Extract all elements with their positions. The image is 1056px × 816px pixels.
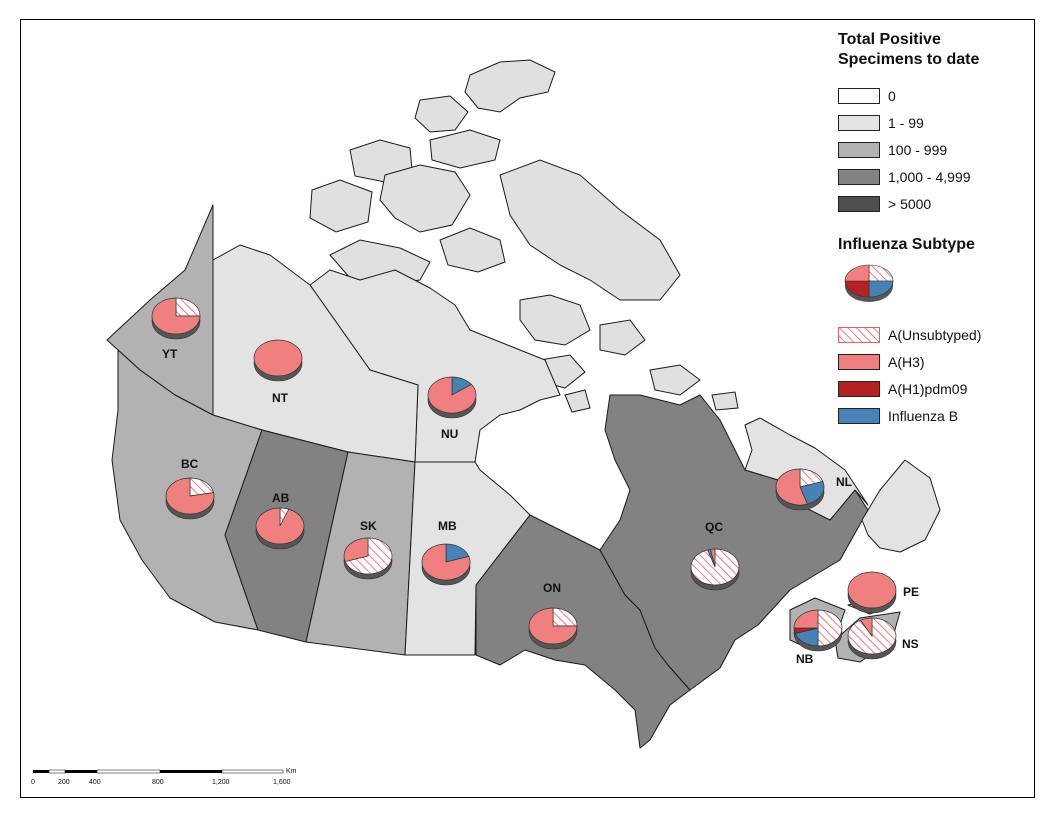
legend-class-row: 1,000 - 4,999 <box>838 168 971 186</box>
label-NU: NU <box>441 427 458 441</box>
label-PE: PE <box>903 585 919 599</box>
legend-class-label: 1 - 99 <box>888 115 924 131</box>
pie-MB <box>421 543 471 586</box>
province-QC[interactable] <box>599 394 869 691</box>
pie-ON <box>528 607 578 650</box>
label-SK: SK <box>360 519 377 533</box>
label-NB: NB <box>796 652 814 666</box>
pie-YT <box>151 297 201 340</box>
legend-class-label: > 5000 <box>888 196 932 212</box>
pie-NL <box>775 468 825 511</box>
label-AB: AB <box>272 491 290 505</box>
label-NS: NS <box>902 637 919 651</box>
pie-slice-h3 <box>847 571 897 609</box>
label-MB: MB <box>438 519 457 533</box>
legend-class-row: 1 - 99 <box>838 114 924 132</box>
legend-subtype-title: Influenza Subtype <box>838 236 975 253</box>
label-NL: NL <box>836 475 852 489</box>
legend-title-line2: Specimens to date <box>838 51 980 68</box>
pie-slice-unsub <box>817 609 843 647</box>
legend-subtype-row: A(Unsubtyped) <box>838 326 981 344</box>
legend-class-row: > 5000 <box>838 195 931 213</box>
subtype-pies <box>151 297 897 660</box>
scale-tick-0: 0 <box>31 779 35 786</box>
pie-slice-unsub <box>189 477 215 497</box>
pie-PE <box>847 571 897 614</box>
legend-subtype-label: Influenza B <box>888 408 959 424</box>
pie-NS <box>847 617 897 660</box>
scale-tick-3: 800 <box>152 779 164 786</box>
legend-subtype-label: A(H3) <box>888 354 925 370</box>
pie-slice-h3 <box>151 297 201 335</box>
legend-subtype-row: Influenza B <box>838 407 958 425</box>
pie-slice-h3 <box>253 339 303 377</box>
legend-title-line1: Total Positive <box>838 31 941 48</box>
pie-slice-h3 <box>528 607 578 645</box>
legend-subtype-row: A(H3) <box>838 353 925 371</box>
legend-swatch <box>838 88 880 104</box>
scale-tick-4: 1,200 <box>212 779 230 786</box>
legend-subtype-swatch <box>838 408 880 424</box>
label-ON: ON <box>543 581 561 595</box>
legend-class-label: 0 <box>888 88 896 104</box>
pie-slice-h3 <box>859 617 873 638</box>
scale-unit: Km <box>286 768 297 775</box>
pie-slice-h3 <box>793 609 819 629</box>
pie-NU <box>427 376 477 419</box>
label-YT: YT <box>162 347 178 361</box>
scale-tick-1: 200 <box>58 779 70 786</box>
pie-slice-h3 <box>421 543 471 581</box>
legend-class-label: 100 - 999 <box>888 142 948 158</box>
pie-slice-unsub <box>552 607 578 627</box>
label-NT: NT <box>272 391 289 405</box>
pie-slice-unsub <box>344 537 393 575</box>
scale-tick-2: 400 <box>89 779 101 786</box>
label-QC: QC <box>705 520 723 534</box>
pie-SK <box>343 537 393 580</box>
legend-subtype-label: A(Unsubtyped) <box>888 327 982 343</box>
legend-subtype-row: A(H1)pdm09 <box>838 380 967 398</box>
legend-subtype-swatch <box>838 381 880 397</box>
pie-slice-h3 <box>165 477 215 515</box>
pie-AB <box>255 507 305 550</box>
province-labels: YT NT NU BC AB SK MB ON QC NL NB NS PE <box>162 347 919 666</box>
scale-tick-5: 1,600 <box>273 779 291 786</box>
legend-swatch <box>838 142 880 158</box>
legend-swatch <box>838 169 880 185</box>
legend-subtype-label: A(H1)pdm09 <box>888 381 968 397</box>
pie-BC <box>165 477 215 520</box>
pie-slice-h3 <box>427 376 477 414</box>
pie-NT <box>253 339 303 382</box>
legend: Total Positive Specimens to date 0 1 - 9… <box>838 30 1028 424</box>
scale-bar: Km 0 200 400 800 1,200 1,600 <box>31 768 297 786</box>
province-NL[interactable] <box>744 417 869 521</box>
pie-NB <box>793 609 843 652</box>
label-BC: BC <box>181 457 199 471</box>
pie-slice-h3 <box>775 468 808 506</box>
legend-class-row: 100 - 999 <box>838 141 947 159</box>
legend-subtype-swatch <box>838 354 880 370</box>
pie-slice-h3 <box>343 537 369 562</box>
pie-slice-h3 <box>255 507 305 545</box>
legend-swatch <box>838 115 880 131</box>
pie-slice-h3 <box>710 548 716 568</box>
pie-QC <box>690 548 740 591</box>
newfoundland-island <box>861 459 941 553</box>
pie-slice-b <box>799 481 825 505</box>
legend-swatch <box>838 196 880 212</box>
pie-slice-unsub <box>175 297 201 317</box>
legend-class-row: 0 <box>838 87 896 105</box>
legend-sample-pie <box>844 264 894 302</box>
legend-class-label: 1,000 - 4,999 <box>888 169 971 185</box>
legend-subtype-swatch <box>838 327 880 343</box>
arctic-islands <box>309 59 739 576</box>
